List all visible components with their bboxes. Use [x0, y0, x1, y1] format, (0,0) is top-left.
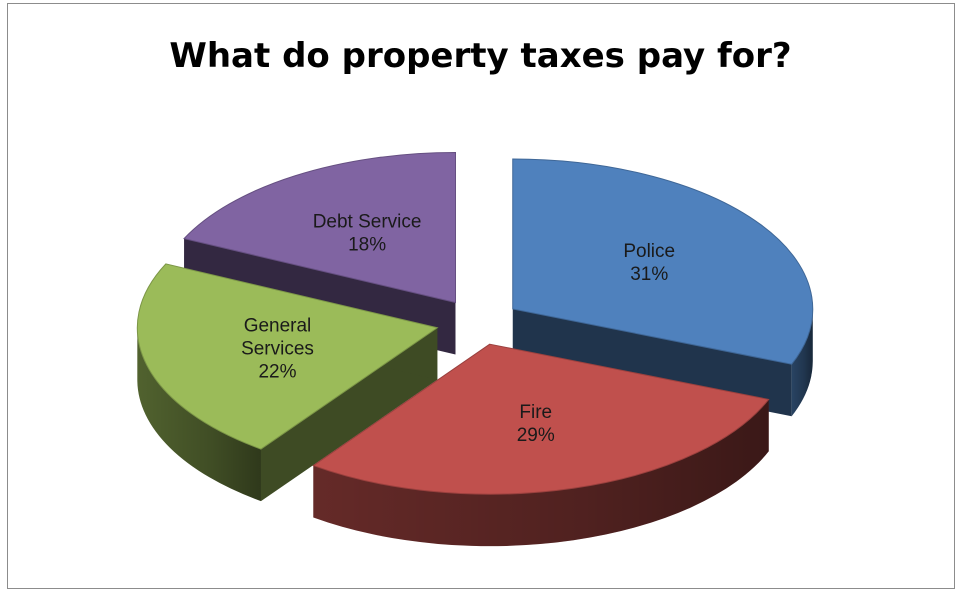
slice-radial-side-police — [512, 309, 792, 417]
slice-side-shading — [313, 399, 769, 547]
slice-fire — [312, 343, 770, 495]
slice-police — [512, 158, 814, 365]
chart-title: What do property taxes pay for? — [169, 36, 792, 76]
slice-side-shading — [137, 327, 261, 502]
data-label-debt-service: Debt Service 18% — [313, 211, 422, 255]
slice-radial-side-general-services — [260, 327, 438, 502]
slice-side-shading — [791, 309, 813, 417]
data-label-police: Police 31% — [623, 241, 675, 285]
data-label-general-services: General Services 22% — [241, 315, 314, 382]
data-label-fire: Fire 29% — [517, 402, 555, 446]
slice-debt-service — [183, 151, 456, 304]
slice-general-services — [136, 263, 439, 450]
